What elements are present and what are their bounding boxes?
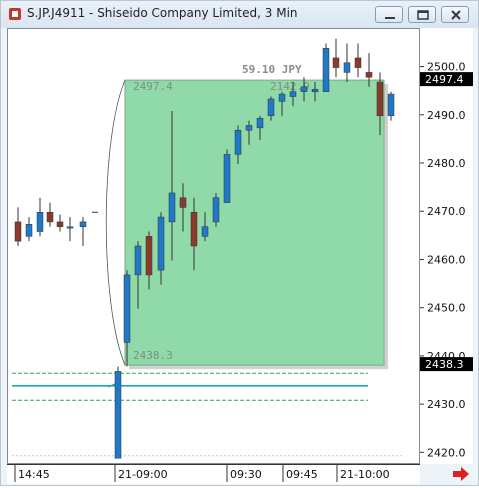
candle-body (311, 89, 319, 92)
price-tick-label: 2490.0 (427, 109, 466, 122)
candle-body (376, 81, 384, 117)
restore-button[interactable] (408, 6, 436, 23)
time-tick-label: 21-09:00 (118, 468, 168, 481)
candle-body (322, 48, 330, 92)
time-tick-label: 09:30 (230, 468, 262, 481)
candle-body (300, 86, 308, 92)
candle-body (123, 274, 131, 343)
candle-body (179, 197, 187, 208)
measure-top-label: 2497.4 (133, 80, 173, 93)
minimize-icon (385, 17, 395, 19)
candle-body (212, 197, 220, 223)
candle-body (25, 224, 33, 237)
candle-body (289, 91, 297, 97)
measure-zone (124, 79, 385, 366)
time-tick-label: 09:45 (286, 468, 318, 481)
candle-body (145, 236, 153, 276)
price-tag-box (420, 357, 473, 372)
candle-body (256, 117, 264, 129)
measure-arc (105, 79, 126, 366)
candle-body (343, 62, 351, 73)
candle-body (332, 57, 340, 68)
window-title: S.JP.J4911 - Shiseido Company Limited, 3… (27, 6, 298, 20)
candle-body (245, 125, 253, 131)
chart-plot-area[interactable]: 2497.4 2438.3 59.10 JPY 2142.9 (7, 28, 420, 464)
candlestick-plot[interactable]: 2497.4 2438.3 59.10 JPY 2142.9 (8, 29, 419, 463)
candle-body (267, 98, 275, 117)
minimize-button[interactable] (375, 6, 403, 23)
chart-app-icon (9, 8, 21, 20)
price-tick-label: 2450.0 (427, 302, 466, 315)
time-axis-svg: 14:45 21-09:00 09:30 09:45 21-10:00 (7, 464, 420, 482)
candle-body (223, 154, 231, 203)
price-tag-label: 2497.4 (425, 73, 464, 86)
candle-body (278, 93, 286, 102)
price-tick-label: 2480.0 (427, 157, 466, 170)
candle-body (201, 226, 209, 237)
candle-body (190, 211, 198, 247)
candle-body (36, 211, 44, 232)
candle-body (66, 226, 74, 229)
candle-body (387, 93, 395, 117)
measure-change-label: 59.10 JPY (242, 63, 302, 76)
title-bar[interactable]: S.JP.J4911 - Shiseido Company Limited, 3… (1, 1, 478, 28)
price-axis-svg: 2500.02490.02480.02470.02460.02450.02440… (420, 61, 473, 459)
close-button[interactable] (441, 6, 469, 23)
candle-body (234, 130, 242, 155)
candle-body (56, 221, 64, 227)
price-tick-label: 2420.0 (427, 446, 466, 459)
measure-bottom-label: 2438.3 (133, 349, 173, 362)
time-axis[interactable]: 14:45 21-09:00 09:30 09:45 21-10:00 (7, 464, 420, 484)
candle-body (46, 211, 54, 223)
candle-body (354, 57, 362, 68)
restore-icon (417, 10, 429, 20)
price-tick-label: 2470.0 (427, 205, 466, 218)
price-tag-label: 2438.3 (425, 358, 464, 371)
candle-body (365, 72, 373, 78)
right-arrow-icon[interactable] (453, 467, 471, 481)
measure-right-label: 2142.9 (270, 80, 310, 93)
time-tick-label: 14:45 (18, 468, 50, 481)
price-tick-label: 2460.0 (427, 253, 466, 266)
candle-body (157, 216, 165, 271)
price-axis[interactable]: 2500.0 2490.0 2480.0 2470.0 2460.0 2450.0 2440… (420, 28, 473, 464)
close-icon (451, 10, 461, 20)
price-tag-box (420, 72, 473, 87)
candle-body (14, 221, 22, 242)
candle-body (168, 192, 176, 223)
time-tick-label: 21-10:00 (340, 468, 390, 481)
price-tick-label: 2500.0 (427, 61, 466, 74)
price-tick-label: 2430.0 (427, 398, 466, 411)
candle-body (114, 371, 122, 459)
candle-body (134, 245, 142, 276)
candle-body (79, 221, 87, 227)
